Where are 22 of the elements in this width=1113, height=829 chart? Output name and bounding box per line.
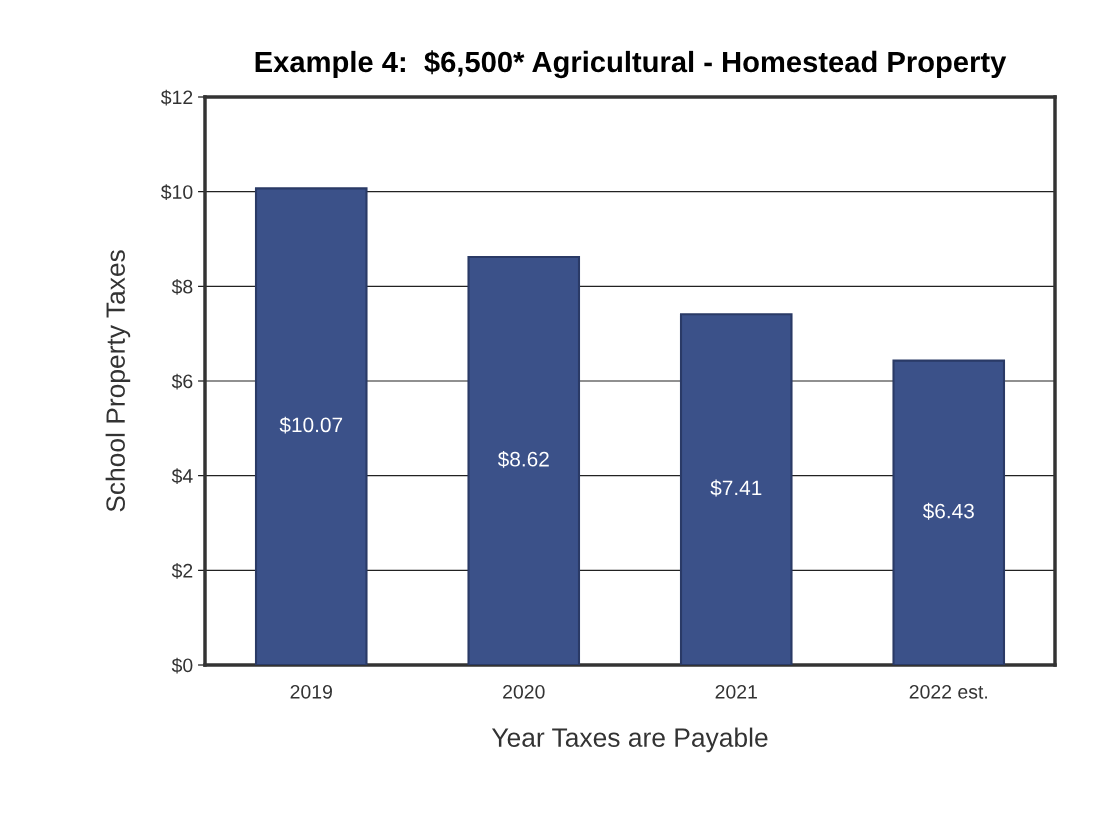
bar [679,313,793,665]
y-tick-label: $10 [160,184,193,201]
data-label: $7.41 [710,479,762,497]
chart-title: Example 4: $6,500* Agricultural - Homestead Property [255,50,1007,79]
y-tick-label: $2 [171,562,193,579]
y-tick-label: $4 [171,468,193,485]
data-label: $10.07 [279,416,343,434]
data-label: $6.43 [922,502,974,520]
y-tick-label: $6 [171,373,193,390]
y-tick-label: $8 [171,278,193,295]
x-tick-label: 2019 [290,684,332,699]
x-tick-label: 2021 [715,684,757,699]
x-axis-title: Year Taxes are Payable [491,727,768,753]
data-label: $8.62 [497,450,549,468]
y-axis-title: School Property Taxes [105,250,131,512]
y-tick-label: $0 [171,657,193,674]
bar [467,255,581,665]
bar [254,187,368,665]
y-tick-label: $12 [160,89,193,106]
x-tick-label: 2020 [503,684,545,699]
x-tick-label: 2022 est. [909,684,987,699]
bar [892,359,1006,665]
